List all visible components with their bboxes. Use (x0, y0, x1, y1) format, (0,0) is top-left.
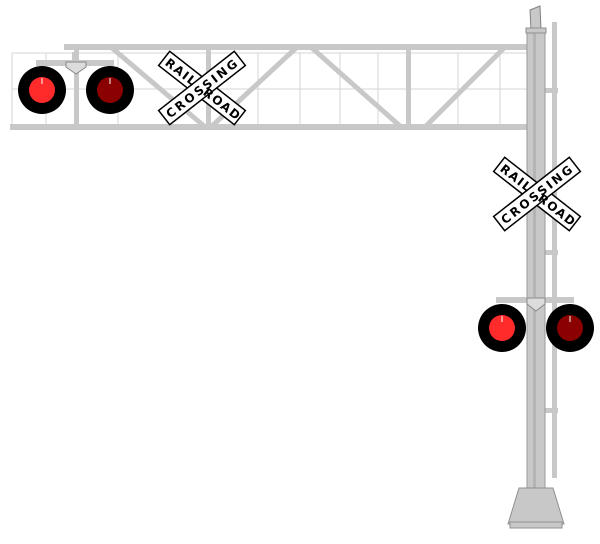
cantilever-lamp-right (86, 66, 134, 114)
signal-mast (507, 5, 565, 529)
truss-bottom-chord (10, 124, 530, 130)
truss-vertical (406, 44, 411, 128)
cantilever-lamp-assembly (18, 52, 134, 114)
lamp-crossarm-drop (72, 52, 78, 66)
mast-lamp-right (546, 304, 594, 352)
mast-cap (525, 27, 547, 34)
mast-foundation (509, 521, 563, 529)
crossbuck-blade-crossing (157, 50, 247, 126)
crossbuck-mast: RAIL ROAD CROSSING (492, 156, 582, 232)
mast-base (507, 487, 565, 525)
mast-lamp-assembly (478, 297, 594, 352)
lamp-junction-box-icon (526, 297, 546, 312)
crossbuck-upper: RAIL ROAD CROSSING (157, 50, 247, 126)
mast-bracket (544, 250, 558, 255)
cantilever-lamp-left (18, 66, 66, 114)
mast-pole-highlight (533, 32, 536, 524)
mast-bracket (544, 88, 558, 93)
truss-vertical (74, 44, 79, 128)
truss-top-chord (64, 44, 528, 50)
crossbuck-blade-crossing (492, 156, 582, 232)
lamp-lens-lit-icon (489, 315, 515, 341)
lamp-lens-dim-icon (97, 77, 123, 103)
lamp-lens-lit-icon (29, 77, 55, 103)
mast-lamp-left (478, 304, 526, 352)
mast-bracket (544, 408, 558, 413)
mast-bell-icon (529, 5, 542, 31)
lamp-junction-box-icon (65, 61, 87, 75)
lamp-lens-dim-icon (557, 315, 583, 341)
